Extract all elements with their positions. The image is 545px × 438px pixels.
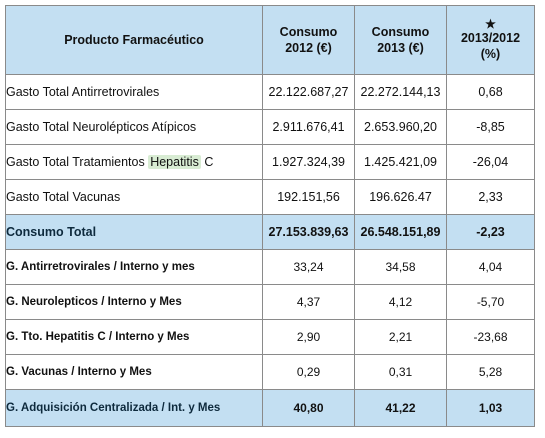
row-label: G. Tto. Hepatitis C / Interno y Mes (5, 319, 263, 355)
star-icon: ★ (485, 17, 496, 31)
table-row: G. Antirretrovirales / Interno y mes 33,… (5, 249, 535, 285)
table-row: Gasto Total Vacunas 192.151,56 196.626.4… (5, 179, 535, 215)
row-label: Consumo Total (5, 214, 263, 250)
header-product-label: Producto Farmacéutico (64, 33, 204, 47)
value-2013: 26.548.151,89 (354, 214, 447, 250)
table-row: G. Tto. Hepatitis C / Interno y Mes 2,90… (5, 319, 535, 355)
pct-change: -8,85 (446, 109, 535, 145)
header-consumo-2013: Consumo 2013 (€) (354, 5, 447, 75)
row-label: G. Antirretrovirales / Interno y mes (5, 249, 263, 285)
value-2012: 4,37 (262, 284, 355, 320)
value-2013: 34,58 (354, 249, 447, 285)
header-2013-line1: Consumo (371, 25, 430, 39)
value-2012: 2.911.676,41 (262, 109, 355, 145)
pct-change: -26,04 (446, 144, 535, 180)
value-2013: 0,31 (354, 354, 447, 390)
row-label: Gasto Total Neurolépticos Atípicos (5, 109, 263, 145)
table-row: G. Vacunas / Interno y Mes 0,29 0,31 5,2… (5, 354, 535, 390)
value-2013: 2,21 (354, 319, 447, 355)
value-2012: 40,80 (262, 389, 355, 427)
value-2012: 1.927.324,39 (262, 144, 355, 180)
value-2013: 1.425.421,09 (354, 144, 447, 180)
row-label: G. Vacunas / Interno y Mes (5, 354, 263, 390)
pct-change: -23,68 (446, 319, 535, 355)
pct-change: 5,28 (446, 354, 535, 390)
header-pct-line1: 2013/2012 (460, 31, 521, 45)
total-row: G. Adquisición Centralizada / Int. y Mes… (5, 389, 535, 427)
table-row: Gasto Total Neurolépticos Atípicos 2.911… (5, 109, 535, 145)
row-label: G. Neurolepticos / Interno y Mes (5, 284, 263, 320)
row-label: G. Adquisición Centralizada / Int. y Mes (5, 389, 263, 427)
row-label: Gasto Total Tratamientos Hepatitis C (5, 144, 263, 180)
value-2012: 0,29 (262, 354, 355, 390)
row-label-pre: Gasto Total Tratamientos (6, 155, 149, 169)
header-pct-change: ★ 2013/2012 (%) (446, 5, 535, 75)
value-2012: 2,90 (262, 319, 355, 355)
table-row: Gasto Total Antirretrovirales 22.122.687… (5, 74, 535, 110)
value-2013: 41,22 (354, 389, 447, 427)
value-2012: 22.122.687,27 (262, 74, 355, 110)
header-2012-line1: Consumo (279, 25, 338, 39)
header-2013-line2: 2013 (€) (377, 41, 424, 55)
value-2012: 27.153.839,63 (262, 214, 355, 250)
value-2013: 2.653.960,20 (354, 109, 447, 145)
value-2012: 192.151,56 (262, 179, 355, 215)
pct-change: -5,70 (446, 284, 535, 320)
header-product: Producto Farmacéutico (5, 5, 263, 75)
value-2013: 22.272.144,13 (354, 74, 447, 110)
row-label: Gasto Total Antirretrovirales (5, 74, 263, 110)
value-2013: 4,12 (354, 284, 447, 320)
total-row: Consumo Total 27.153.839,63 26.548.151,8… (5, 214, 535, 250)
value-2013: 196.626.47 (354, 179, 447, 215)
row-label-post: C (200, 155, 214, 169)
header-pct-line2: (%) (480, 47, 501, 61)
pct-change: 4,04 (446, 249, 535, 285)
table-row: G. Neurolepticos / Interno y Mes 4,37 4,… (5, 284, 535, 320)
highlighted-term: Hepatitis (148, 155, 201, 169)
pct-change: 1,03 (446, 389, 535, 427)
row-label: Gasto Total Vacunas (5, 179, 263, 215)
pct-change: 0,68 (446, 74, 535, 110)
value-2012: 33,24 (262, 249, 355, 285)
table-row: Gasto Total Tratamientos Hepatitis C 1.9… (5, 144, 535, 180)
header-2012-line2: 2012 (€) (285, 41, 332, 55)
pct-change: 2,33 (446, 179, 535, 215)
pharma-consumption-table: Producto Farmacéutico Consumo 2012 (€) C… (5, 5, 535, 427)
table-header-row: Producto Farmacéutico Consumo 2012 (€) C… (5, 5, 535, 75)
header-consumo-2012: Consumo 2012 (€) (262, 5, 355, 75)
pct-change: -2,23 (446, 214, 535, 250)
